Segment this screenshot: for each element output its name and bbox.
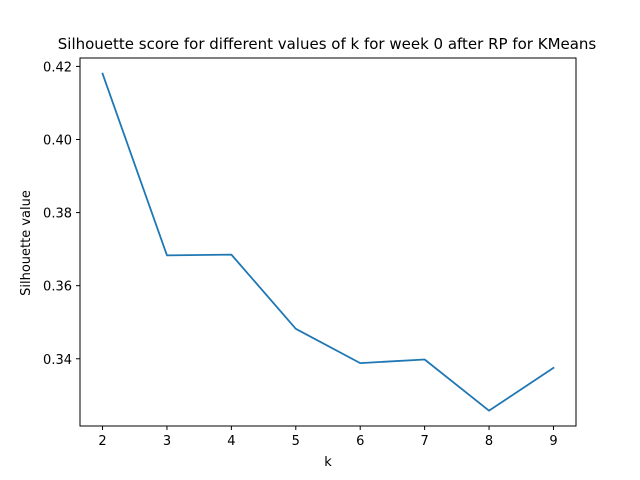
plot-frame bbox=[79, 57, 577, 427]
y-tick-label-1: 0.36 bbox=[43, 280, 72, 295]
x-tick-label-3: 5 bbox=[292, 434, 300, 449]
y-axis-label: Silhouette value bbox=[19, 190, 34, 296]
plot-area: 2 3 4 5 6 7 8 9 0.34 0.36 0.38 0.40 0.42 bbox=[43, 57, 577, 449]
series-line-0 bbox=[101, 72, 555, 412]
y-tick-label-3: 0.40 bbox=[43, 133, 72, 148]
y-tick-label-4: 0.42 bbox=[43, 60, 72, 75]
x-axis-label: k bbox=[324, 455, 332, 470]
x-tick-label-1: 3 bbox=[163, 434, 171, 449]
x-tick-label-6: 8 bbox=[485, 434, 493, 449]
y-tick-label-2: 0.38 bbox=[43, 207, 72, 222]
x-tick-label-2: 4 bbox=[227, 434, 235, 449]
x-tick-label-7: 9 bbox=[549, 434, 557, 449]
chart-title: Silhouette score for different values of… bbox=[58, 35, 597, 53]
y-tick-label-0: 0.34 bbox=[43, 353, 72, 368]
x-tick-label-4: 6 bbox=[356, 434, 364, 449]
x-tick-label-0: 2 bbox=[98, 434, 106, 449]
x-tick-label-5: 7 bbox=[420, 434, 428, 449]
